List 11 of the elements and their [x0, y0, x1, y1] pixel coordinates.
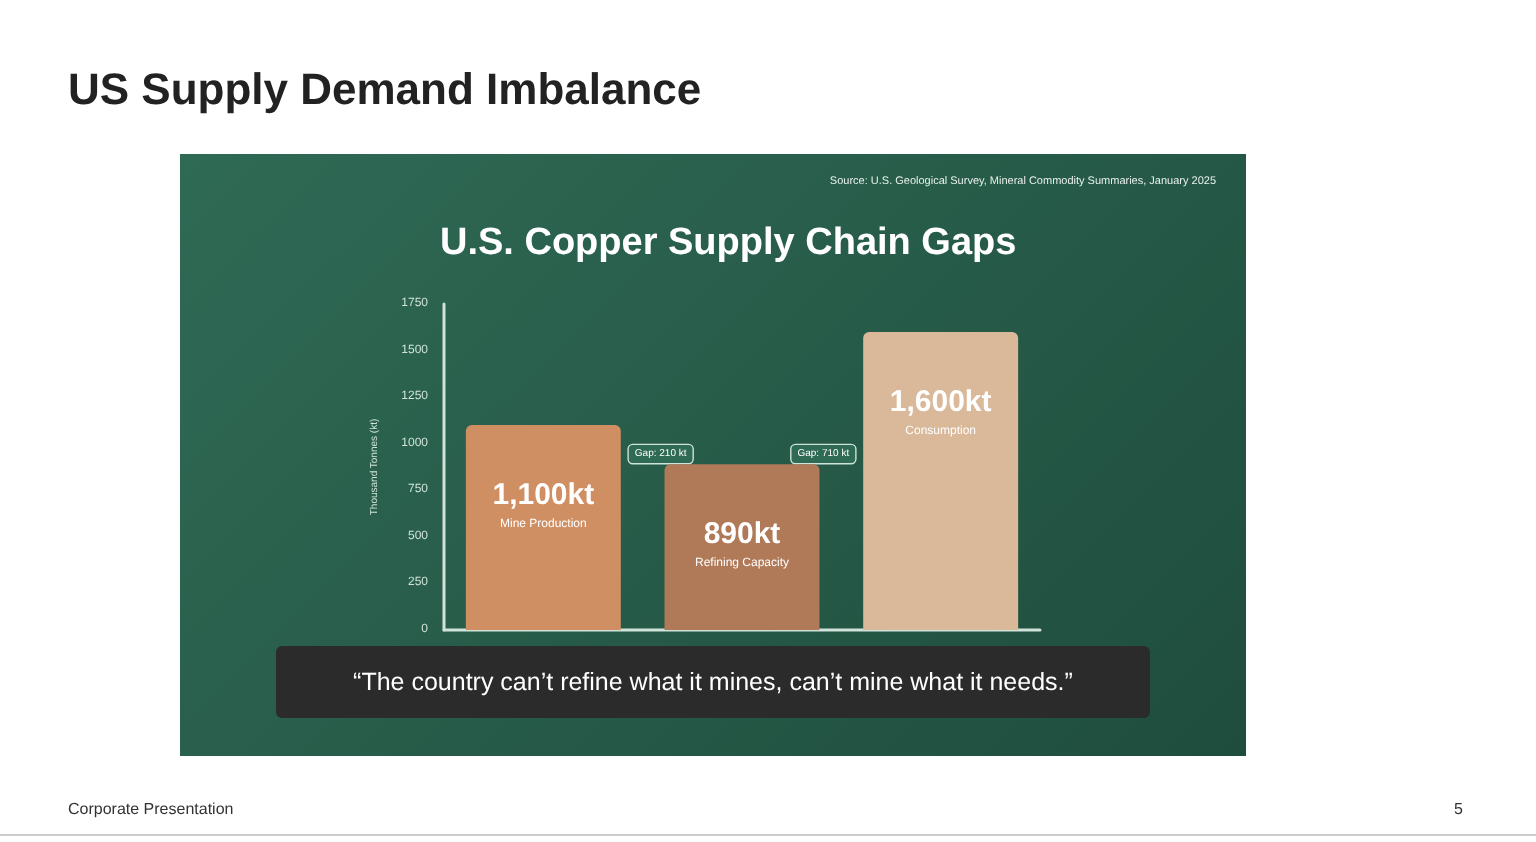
- chart-title: US Supply Demand Imbalance: [68, 64, 702, 116]
- data-label: 1,600kt: [889, 384, 992, 419]
- bar: [465, 425, 621, 630]
- data-label: 890kt: [703, 517, 781, 552]
- data-label: 1,100kt: [492, 478, 595, 513]
- text: 5: [1454, 800, 1463, 818]
- bar: [664, 464, 820, 630]
- chart-subtitle: U.S. Copper Supply Chain Gaps: [440, 222, 1017, 264]
- text: Corporate Presentation: [68, 800, 234, 818]
- text: “The country can’t refine what it mines, can’t mine what it needs.”: [276, 646, 1150, 718]
- bar: [863, 331, 1019, 630]
